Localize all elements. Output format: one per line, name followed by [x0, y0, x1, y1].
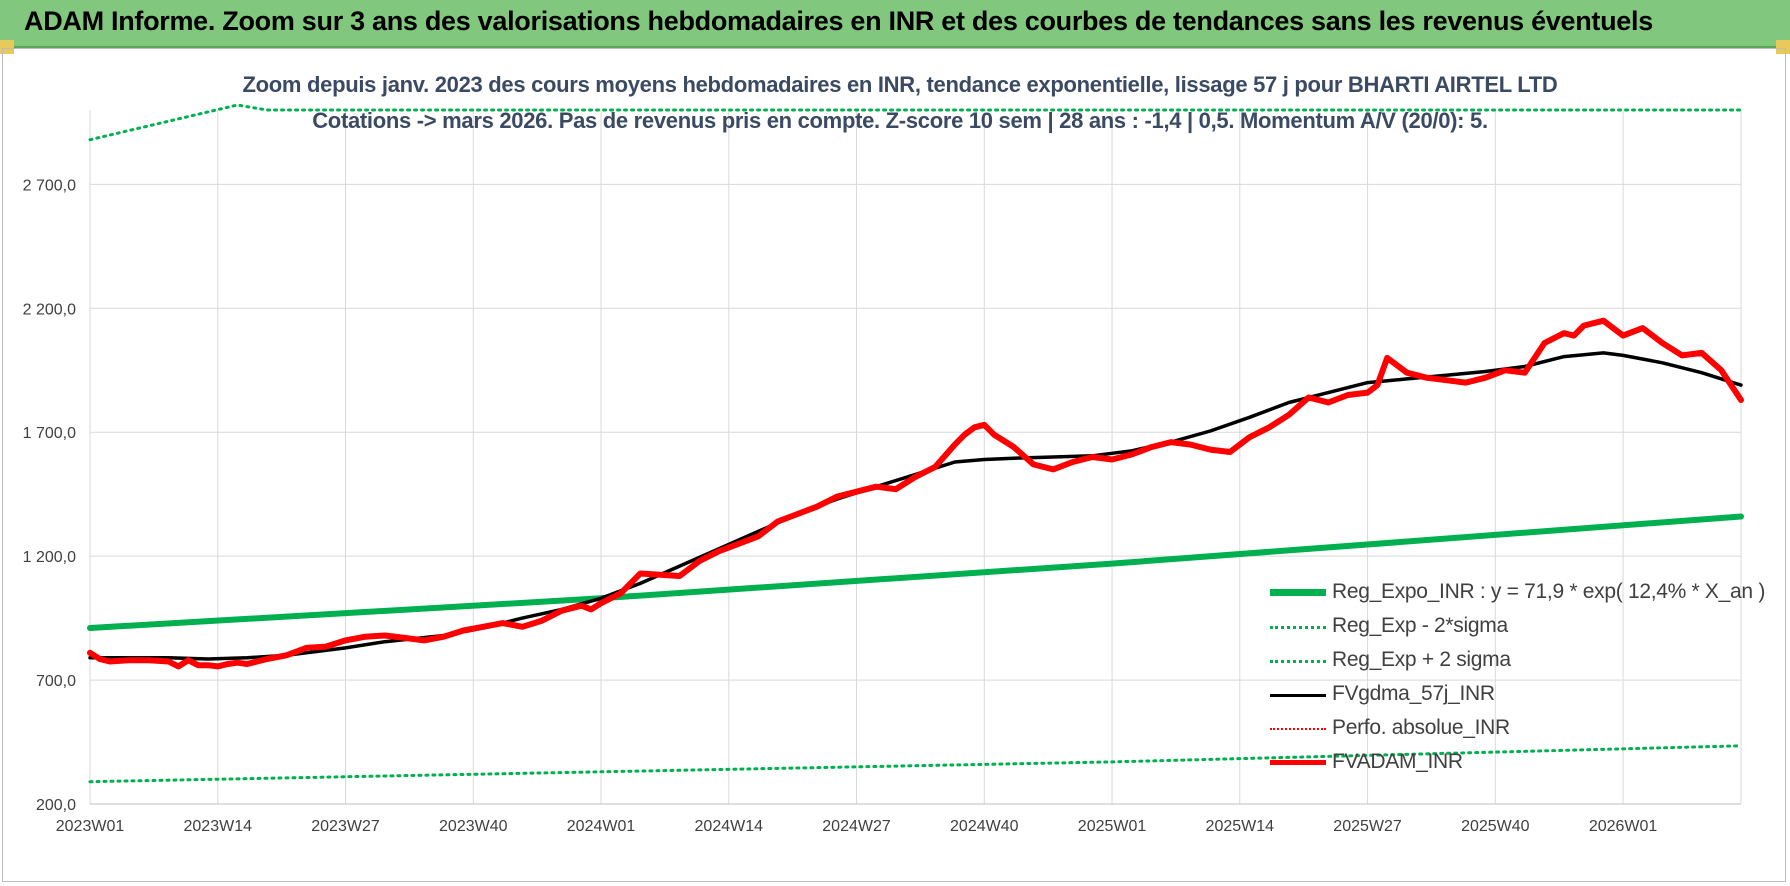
- x-tick-label: 2023W40: [439, 818, 508, 835]
- series-line: [87, 513, 1744, 631]
- x-tick-label: 2023W14: [184, 818, 253, 835]
- x-tick-label: 2024W27: [822, 818, 891, 835]
- legend-item-fvgdma: FVgdma_57j_INR: [1270, 680, 1750, 710]
- x-tick-label: 2025W01: [1078, 818, 1147, 835]
- legend-label: Reg_Exp - 2*sigma: [1332, 614, 1508, 637]
- y-tick-label: 200,0: [36, 797, 76, 814]
- chart-frame: [2, 48, 1786, 882]
- legend-label: Perfo. absolue_INR: [1332, 716, 1510, 739]
- x-tick-label: 2023W27: [311, 818, 380, 835]
- x-tick-label: 2025W14: [1206, 818, 1275, 835]
- series-line: [88, 103, 1743, 142]
- series-line: [87, 317, 1744, 670]
- y-tick-label: 1 200,0: [23, 549, 76, 566]
- chart-subtitle: Cotations -> mars 2026. Pas de revenus p…: [312, 108, 1488, 133]
- legend-swatch-black: [1270, 694, 1326, 697]
- y-tick-label: 2 700,0: [23, 177, 76, 194]
- legend-swatch-green-solid: [1270, 589, 1326, 596]
- x-tick-label: 2025W40: [1461, 818, 1530, 835]
- x-axis: 2023W01 2023W14 2023W27 2023W40 2024W01 2024W…: [56, 803, 1741, 835]
- legend-label: FVgdma_57j_INR: [1332, 682, 1495, 705]
- y-axis: 200,0 700,0 1 200,0 1 700,0 2 200,0 2 700,0: [23, 177, 76, 814]
- y-tick-label: 2 200,0: [23, 301, 76, 318]
- legend-swatch-green-dotted: [1270, 660, 1326, 663]
- legend-item-fvadam: FVADAM_INR: [1270, 748, 1750, 778]
- series-line: [88, 744, 1743, 784]
- legend-swatch-red: [1270, 760, 1326, 765]
- legend-swatch-red-dotted: [1270, 728, 1326, 730]
- corner-marker-right: [1776, 40, 1790, 54]
- x-tick-label: 2024W40: [950, 818, 1019, 835]
- y-tick-label: 700,0: [36, 673, 76, 690]
- x-tick-label: 2025W27: [1333, 818, 1402, 835]
- chart-series: [87, 103, 1744, 784]
- y-tick-label: 1 700,0: [23, 425, 76, 442]
- legend-item-reg-plus: Reg_Exp + 2 sigma: [1270, 646, 1750, 676]
- x-tick-label: 2024W14: [695, 818, 764, 835]
- corner-marker-left: [0, 40, 14, 54]
- legend-item-reg-expo: Reg_Expo_INR : y = 71,9 * exp( 12,4% * X…: [1270, 578, 1765, 608]
- x-tick-label: 2026W01: [1589, 818, 1658, 835]
- legend-item-reg-minus: Reg_Exp - 2*sigma: [1270, 612, 1750, 642]
- legend-label: Reg_Exp + 2 sigma: [1332, 648, 1511, 671]
- legend-item-perfo: Perfo. absolue_INR: [1270, 714, 1750, 744]
- header-banner: ADAM Informe. Zoom sur 3 ans des valoris…: [0, 0, 1790, 48]
- legend-label: Reg_Expo_INR : y = 71,9 * exp( 12,4% * X…: [1332, 580, 1766, 603]
- x-tick-label: 2023W01: [56, 818, 125, 835]
- chart-title: Zoom depuis janv. 2023 des cours moyens …: [242, 72, 1558, 97]
- legend-swatch-green-dotted: [1270, 626, 1326, 629]
- legend-label: FVADAM_INR: [1332, 750, 1463, 773]
- x-tick-label: 2024W01: [567, 818, 636, 835]
- page-title: ADAM Informe. Zoom sur 3 ans des valoris…: [24, 6, 1653, 36]
